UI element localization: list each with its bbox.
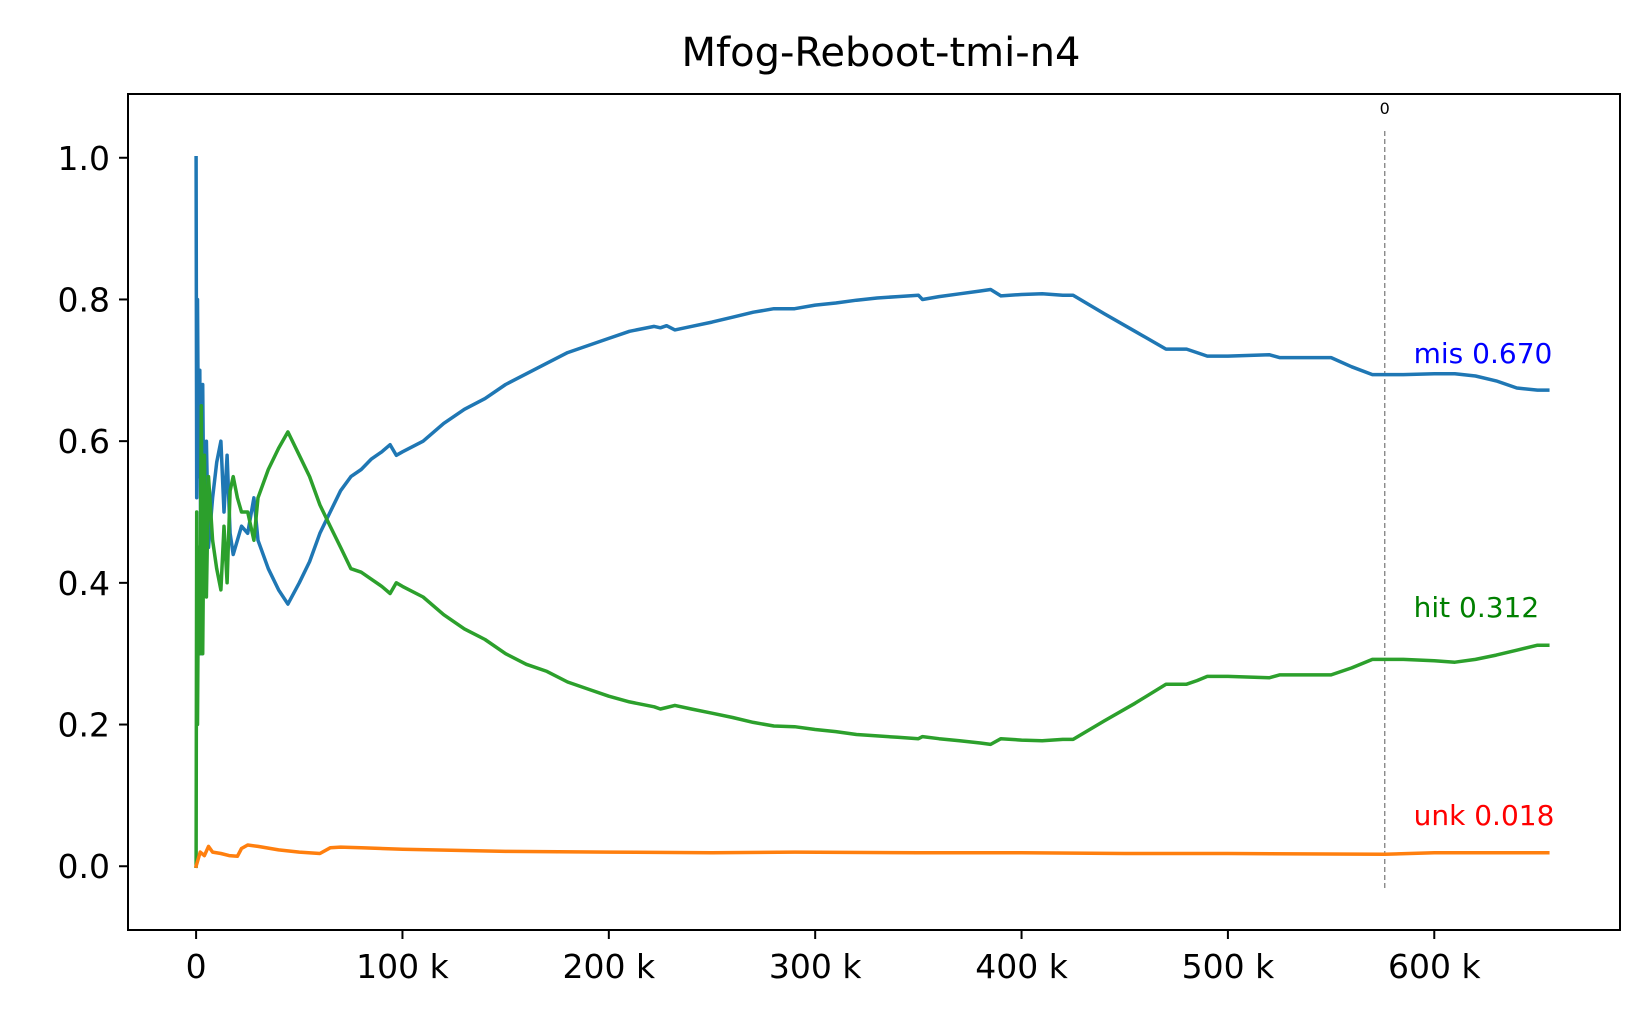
y-tick-label: 0.8 [58, 280, 110, 319]
y-tick-label: 0.0 [58, 847, 110, 886]
x-tick-label: 500 k [1182, 947, 1275, 986]
x-tick-label: 600 k [1388, 947, 1481, 986]
series-line-unk [193, 843, 1550, 869]
series-lines [193, 156, 1550, 869]
x-tick-label: 0 [186, 947, 207, 986]
chart-title: Mfog-Reboot-tmi-n4 [682, 30, 1081, 76]
x-tick-label: 300 k [769, 947, 862, 986]
series-line-hit [194, 403, 1550, 868]
y-tick-label: 0.2 [58, 706, 110, 745]
y-tick-label: 1.0 [58, 139, 110, 178]
vertical-marker: 0 [1380, 99, 1390, 891]
end-labels: mis 0.670 hit 0.312 unk 0.018 [1414, 337, 1555, 832]
series-line-mis [194, 156, 1550, 656]
x-tick-label: 100 k [356, 947, 449, 986]
end-label-unk: unk 0.018 [1414, 799, 1555, 832]
x-tick-label: 400 k [975, 947, 1068, 986]
y-tick-label: 0.6 [58, 422, 110, 461]
plot-frame [127, 93, 1621, 931]
end-label-hit: hit 0.312 [1414, 591, 1540, 624]
end-label-mis: mis 0.670 [1414, 337, 1553, 370]
vline-label: 0 [1380, 99, 1390, 118]
x-tick-label: 200 k [563, 947, 656, 986]
axes: 0 100 k 200 k 300 k 400 k 500 k 600 k 0.0 0.2 0.4… [58, 139, 1482, 986]
y-tick-label: 0.4 [58, 564, 110, 603]
